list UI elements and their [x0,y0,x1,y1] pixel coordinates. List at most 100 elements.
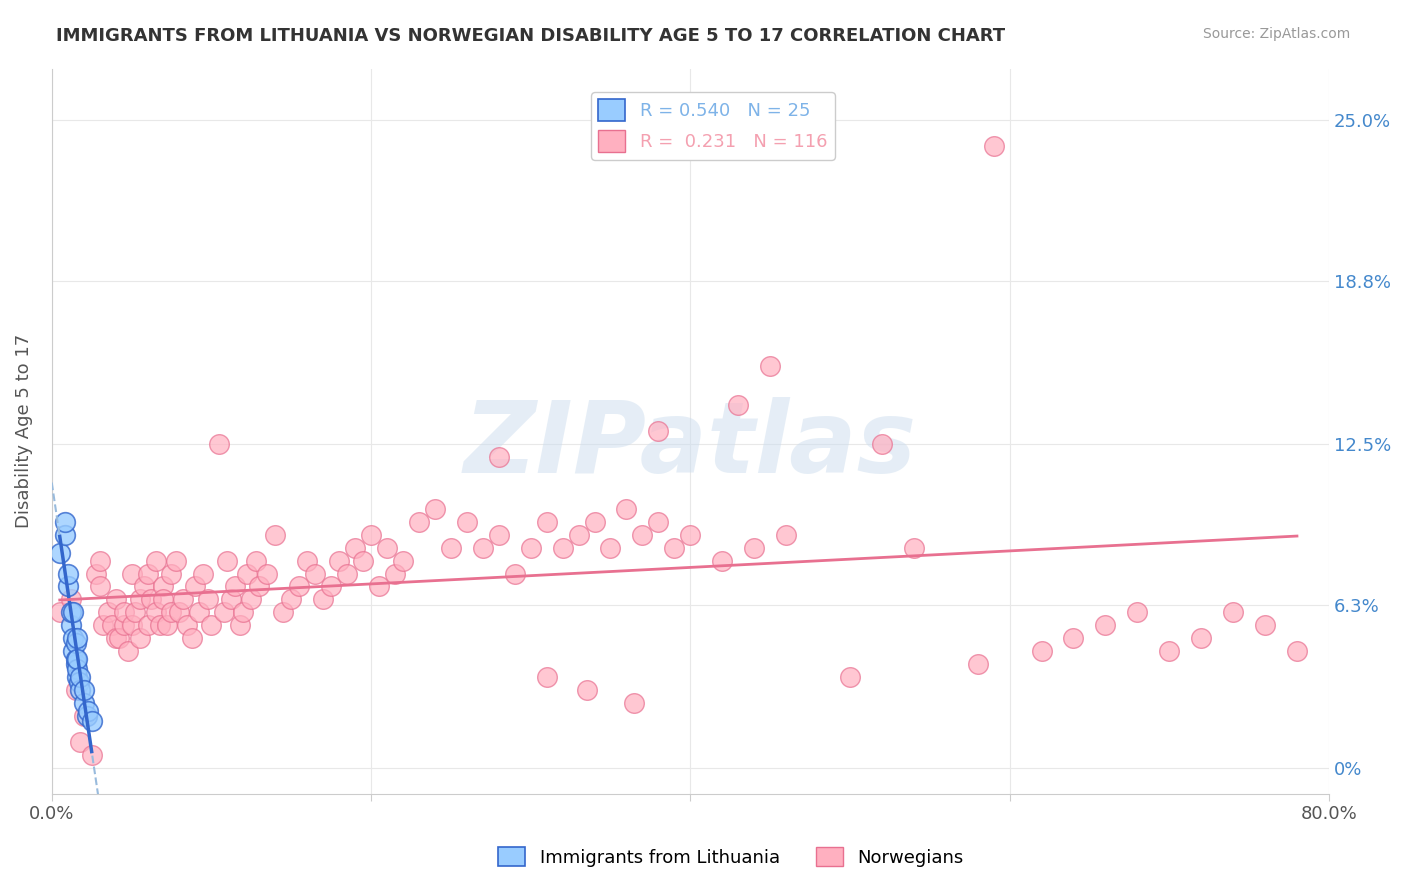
Point [112,606,135,620]
Point [328,553,350,567]
Point [48,606,70,620]
Point [1189,632,1212,646]
Point [229,618,252,632]
Y-axis label: Disability Age 5 to 17: Disability Age 5 to 17 [15,334,32,528]
Point [97,606,120,620]
Point [80,747,103,762]
Point [104,592,127,607]
Point [623,696,645,710]
Point [89,553,111,567]
Point [66,632,89,646]
Point [711,553,734,567]
Point [295,553,318,567]
Point [134,579,156,593]
Point [247,579,270,593]
Point [65,683,87,698]
Point [48,546,70,560]
Point [599,541,621,555]
Point [66,652,89,666]
Point [488,527,510,541]
Point [184,579,207,593]
Point [53,515,76,529]
Point [336,566,359,581]
Point [1159,644,1181,658]
Point [583,515,606,529]
Point [66,662,89,676]
Point [89,579,111,593]
Point [176,618,198,632]
Text: Source: ZipAtlas.com: Source: ZipAtlas.com [1202,27,1350,41]
Point [172,592,194,607]
Point [128,592,150,607]
Point [121,618,143,632]
Point [145,606,167,620]
Point [149,618,172,632]
Point [232,606,254,620]
Point [1254,618,1277,632]
Point [62,606,84,620]
Point [160,566,183,581]
Point [304,566,326,581]
Point [471,541,494,555]
Point [288,579,311,593]
Point [112,618,135,632]
Point [53,527,76,541]
Point [392,553,415,567]
Point [575,683,598,698]
Point [1285,644,1308,658]
Point [616,501,638,516]
Point [423,501,446,516]
Point [264,527,287,541]
Point [136,566,159,581]
Point [59,618,82,632]
Point [839,670,862,684]
Point [679,527,702,541]
Text: IMMIGRANTS FROM LITHUANIA VS NORWEGIAN DISABILITY AGE 5 TO 17 CORRELATION CHART: IMMIGRANTS FROM LITHUANIA VS NORWEGIAN D… [56,27,1005,45]
Point [321,579,343,593]
Point [160,606,183,620]
Point [503,566,526,581]
Point [312,592,335,607]
Point [193,566,215,581]
Point [121,566,143,581]
Point [775,527,797,541]
Point [145,553,167,567]
Point [117,644,139,658]
Point [384,566,406,581]
Point [1094,618,1116,632]
Point [107,632,129,646]
Point [165,553,187,567]
Point [169,606,191,620]
Point [352,553,374,567]
Point [219,592,242,607]
Point [152,579,174,593]
Point [664,541,686,555]
Legend: Immigrants from Lithuania, Norwegians: Immigrants from Lithuania, Norwegians [491,840,972,874]
Point [124,606,146,620]
Point [647,515,669,529]
Point [1062,632,1084,646]
Point [212,606,235,620]
Point [56,579,79,593]
Point [742,541,765,555]
Point [69,670,91,684]
Point [456,515,478,529]
Point [200,618,222,632]
Point [73,683,96,698]
Point [536,670,558,684]
Point [727,398,749,412]
Point [65,636,87,650]
Point [136,618,159,632]
Point [80,714,103,728]
Point [344,541,367,555]
Point [983,139,1005,153]
Point [67,675,90,690]
Point [59,606,82,620]
Point [73,696,96,710]
Legend: R = 0.540   N = 25, R =  0.231   N = 116: R = 0.540 N = 25, R = 0.231 N = 116 [591,92,835,160]
Point [208,437,231,451]
Point [76,709,98,723]
Point [375,541,398,555]
Point [59,592,82,607]
Point [519,541,541,555]
